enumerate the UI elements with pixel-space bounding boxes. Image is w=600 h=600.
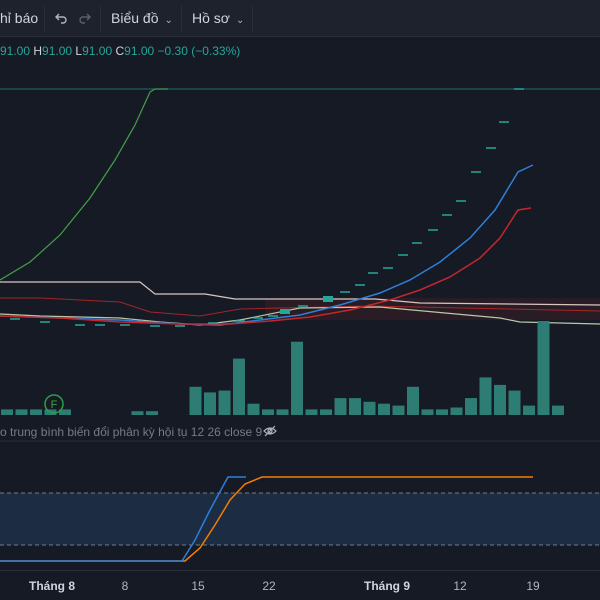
time-tick: 15 — [191, 579, 205, 593]
green-line — [0, 88, 168, 281]
volume-bar — [465, 398, 477, 415]
macd-signal-line — [0, 476, 533, 562]
profile-menu-button[interactable]: Hồ sơ ⌄ — [192, 0, 244, 37]
time-tick: Tháng 9 — [363, 579, 411, 593]
volume-bar — [508, 390, 521, 415]
darkred-line — [0, 297, 600, 317]
time-tick: 22 — [262, 579, 276, 593]
high-key: H — [33, 44, 43, 58]
macd-indicator-label[interactable]: o trung bình biến đổi phân kỳ hội tụ 12 … — [0, 425, 263, 439]
chevron-down-icon: ⌄ — [164, 15, 173, 26]
eye-off-icon[interactable] — [263, 424, 277, 438]
volume-bar — [320, 409, 332, 415]
event-marker-circle — [44, 394, 64, 414]
candle — [280, 309, 290, 314]
volume-bar — [363, 401, 376, 415]
chevron-down-icon: ⌄ — [235, 15, 245, 26]
volume-bar — [378, 403, 390, 415]
time-tick: Tháng 8 — [28, 579, 76, 593]
close-key: C — [115, 44, 125, 58]
toolbar-divider — [44, 6, 45, 31]
toolbar-divider — [100, 6, 101, 31]
volume-bar — [204, 392, 216, 415]
volume-bar — [59, 409, 71, 415]
time-tick: 19 — [526, 579, 540, 593]
profile-menu-label: Hồ sơ — [192, 10, 230, 26]
blue-ma-line — [0, 164, 534, 326]
volume-bar — [276, 409, 289, 415]
red-ma-line — [0, 207, 532, 325]
event-marker-label: F — [51, 399, 58, 411]
toolbar-divider — [252, 6, 253, 31]
change-value: −0.30 (−0.33%) — [157, 44, 241, 58]
volume-bar — [494, 384, 506, 415]
undo-button[interactable] — [54, 0, 68, 37]
chart-menu-button[interactable]: Biểu đồ ⌄ — [111, 0, 173, 37]
volume-bar — [305, 409, 318, 415]
volume-bar — [30, 409, 42, 415]
event-marker[interactable]: F — [44, 394, 64, 414]
undo-icon — [55, 13, 67, 24]
volume-bar — [349, 398, 361, 415]
volume-bar — [421, 409, 434, 415]
white-line — [0, 281, 600, 306]
indicators-button[interactable]: hỉ báo — [0, 0, 38, 37]
low-key: L — [75, 44, 83, 58]
pale-line — [0, 306, 600, 326]
volume-bar — [233, 358, 245, 415]
time-tick: 12 — [453, 579, 467, 593]
volume-bar — [262, 409, 274, 415]
volume-bars — [1, 321, 564, 415]
redo-icon — [79, 13, 91, 24]
volume-bar — [407, 386, 419, 415]
step-markers — [10, 88, 524, 327]
indicators-label: hỉ báo — [0, 10, 39, 26]
high-value: 91.00 — [42, 44, 73, 58]
candle — [323, 296, 333, 302]
volume-bar — [146, 411, 158, 415]
volume-bar — [523, 405, 535, 415]
low-value: 91.00 — [82, 44, 113, 58]
time-axis[interactable]: Tháng 8 8 15 22 Tháng 9 12 19 — [0, 570, 600, 600]
macd-band-fill — [0, 493, 600, 545]
chart-menu-label: Biểu đồ — [111, 10, 159, 26]
volume-bar — [436, 409, 448, 415]
volume-bar — [218, 390, 231, 415]
price-chart[interactable]: F — [0, 37, 600, 570]
volume-bar — [537, 321, 550, 415]
volume-bar — [1, 409, 13, 415]
top-toolbar: hỉ báo Biểu đồ ⌄ Hồ sơ ⌄ — [0, 0, 600, 37]
volume-bar — [334, 398, 347, 415]
volume-bar — [247, 403, 260, 415]
volume-bar — [479, 377, 492, 415]
volume-bar — [15, 409, 28, 415]
volume-bar — [291, 341, 303, 415]
toolbar-divider — [181, 6, 182, 31]
redo-button[interactable] — [78, 0, 92, 37]
volume-bar — [392, 405, 405, 415]
volume-bar — [189, 386, 202, 415]
ohlc-legend: 91.00 H91.00 L91.00 C91.00 −0.30 (−0.33%… — [0, 44, 240, 58]
macd-line — [0, 476, 246, 562]
volume-bar — [450, 407, 463, 415]
close-value: 91.00 — [124, 44, 155, 58]
open-value: 91.00 — [0, 44, 31, 58]
time-tick: 8 — [121, 579, 129, 593]
volume-bar — [552, 405, 564, 415]
volume-bar — [131, 411, 144, 415]
